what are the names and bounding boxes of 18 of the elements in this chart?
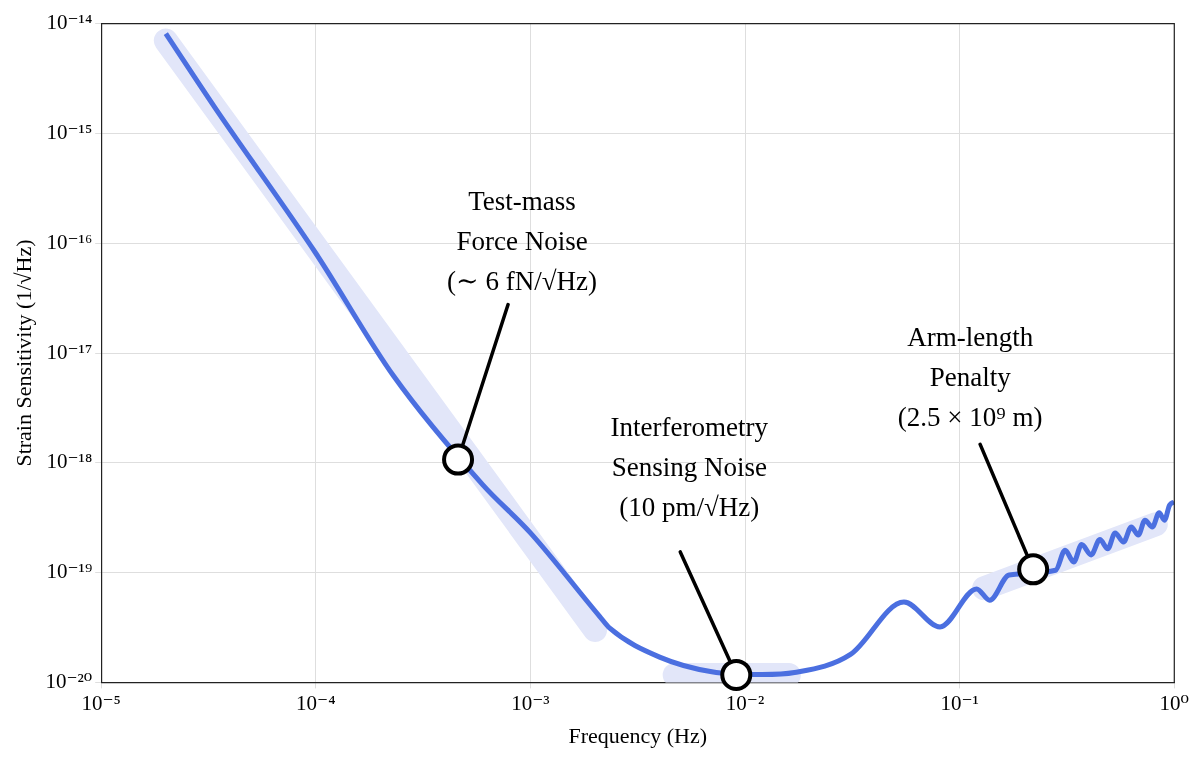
y-tick-label: 10⁻¹⁵: [46, 119, 93, 144]
y-tick-label: 10⁻¹⁶: [46, 229, 93, 254]
x-tick-label: 10⁰: [1159, 690, 1189, 715]
x-tick-label: 10⁻⁴: [296, 690, 336, 715]
y-axis-title: Strain Sensitivity (1/√Hz): [10, 239, 36, 467]
annotation: Arm-length Penalty (2.5 × 10⁹ m): [897, 322, 1043, 433]
x-tick-label: 10⁻⁵: [81, 690, 121, 715]
annotation: Interferometry Sensing Noise (10 pm/√Hz): [610, 412, 769, 523]
x-tick-label: 10⁻¹: [940, 690, 979, 715]
x-axis-title: Frequency (Hz): [568, 722, 708, 748]
x-tick-label: 10⁻³: [511, 690, 550, 715]
annotation: Test-mass Force Noise (∼ 6 fN/√Hz): [447, 185, 598, 296]
y-tick-label: 10⁻¹⁹: [46, 559, 93, 584]
x-tick-label: 10⁻²: [725, 690, 765, 715]
y-tick-label: 10⁻¹⁴: [46, 10, 93, 35]
y-tick-label: 10⁻¹⁷: [46, 339, 93, 364]
y-tick-label: 10⁻²⁰: [45, 668, 93, 693]
y-tick-label: 10⁻¹⁸: [46, 449, 93, 474]
